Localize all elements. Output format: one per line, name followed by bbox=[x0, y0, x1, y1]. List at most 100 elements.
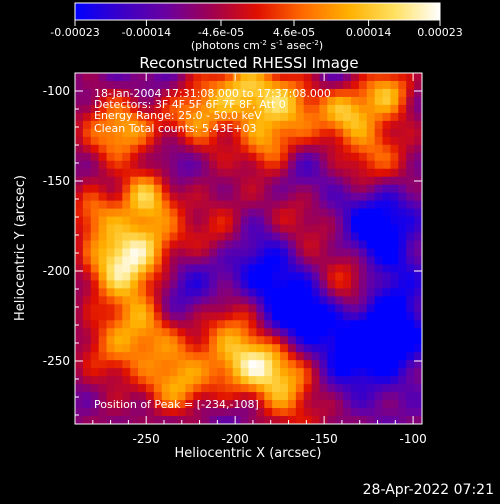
heatmap-cell bbox=[106, 296, 116, 305]
heatmap-cell bbox=[280, 128, 289, 138]
heatmap-cell bbox=[169, 104, 179, 114]
heatmap-cell bbox=[209, 168, 218, 178]
heatmap-cell bbox=[122, 264, 131, 274]
heatmap-cell bbox=[130, 208, 139, 218]
heatmap-cell bbox=[303, 184, 313, 194]
heatmap-cell bbox=[209, 208, 218, 218]
heatmap-cell bbox=[153, 288, 163, 297]
heatmap-cell bbox=[390, 88, 399, 98]
heatmap-cell bbox=[295, 248, 305, 258]
heatmap-cell bbox=[248, 272, 257, 282]
heatmap-cell bbox=[145, 360, 155, 369]
heatmap-cell bbox=[264, 136, 273, 146]
heatmap-cell bbox=[303, 256, 313, 266]
heatmap-cell bbox=[122, 312, 131, 321]
heatmap-cell bbox=[287, 320, 297, 329]
heatmap-cell bbox=[398, 200, 407, 210]
heatmap-cell bbox=[90, 88, 100, 98]
heatmap-cell bbox=[82, 168, 92, 178]
heatmap-cell bbox=[193, 168, 202, 178]
heatmap-cell bbox=[390, 176, 399, 186]
heatmap-cell bbox=[75, 312, 84, 321]
heatmap-cell bbox=[327, 312, 336, 321]
heatmap-cell bbox=[280, 88, 289, 98]
heatmap-cell bbox=[82, 368, 92, 377]
heatmap-cell bbox=[390, 160, 399, 170]
heatmap-cell bbox=[256, 200, 265, 210]
heatmap-cell bbox=[295, 280, 305, 289]
heatmap-cell bbox=[248, 208, 257, 218]
heatmap-cell bbox=[161, 168, 171, 178]
heatmap-cell bbox=[358, 224, 368, 234]
heatmap-cell bbox=[256, 336, 265, 345]
heatmap-cell bbox=[201, 192, 210, 202]
heatmap-cell bbox=[311, 256, 321, 266]
heatmap-cell bbox=[232, 104, 242, 114]
heatmap-cell bbox=[153, 272, 163, 282]
heatmap-cell bbox=[272, 368, 281, 377]
heatmap-cell bbox=[374, 240, 384, 250]
heatmap-cell bbox=[335, 336, 344, 345]
heatmap-cell bbox=[161, 232, 171, 242]
heatmap-cell bbox=[327, 408, 336, 417]
heatmap-cell bbox=[130, 144, 139, 154]
heatmap-cell bbox=[224, 280, 234, 289]
heatmap-cell bbox=[193, 176, 202, 186]
heatmap-cell bbox=[169, 280, 179, 289]
heatmap-cell bbox=[145, 240, 155, 250]
heatmap-cell bbox=[177, 96, 187, 106]
heatmap-cell bbox=[90, 400, 100, 409]
heatmap-cell bbox=[406, 216, 415, 226]
heatmap-cell bbox=[335, 152, 344, 162]
heatmap-cell bbox=[224, 160, 234, 170]
heatmap-cell bbox=[145, 232, 155, 242]
heatmap-cell bbox=[358, 232, 368, 242]
heatmap-cell bbox=[193, 80, 202, 90]
heatmap-cell bbox=[248, 136, 257, 146]
heatmap-cell bbox=[303, 408, 313, 417]
heatmap-cell bbox=[256, 88, 265, 98]
heatmap-cell bbox=[130, 280, 139, 289]
heatmap-cell bbox=[82, 120, 92, 130]
heatmap-cell bbox=[382, 320, 392, 329]
heatmap-cell bbox=[256, 312, 265, 321]
heatmap-cell bbox=[295, 216, 305, 226]
heatmap-cell bbox=[114, 264, 123, 274]
heatmap-cell bbox=[161, 240, 171, 250]
heatmap-cell bbox=[343, 408, 352, 417]
heatmap-cell bbox=[177, 168, 187, 178]
heatmap-cell bbox=[185, 248, 194, 258]
heatmap-cell bbox=[185, 200, 194, 210]
heatmap-cell bbox=[327, 328, 336, 337]
heatmap-cell bbox=[90, 256, 100, 266]
colorbar-tick-label: -4.6e-05 bbox=[198, 26, 244, 39]
heatmap-cell bbox=[161, 216, 171, 226]
heatmap-cell bbox=[153, 264, 163, 274]
heatmap-cell bbox=[311, 96, 321, 106]
heatmap-cell bbox=[98, 232, 108, 242]
heatmap-cell bbox=[280, 240, 289, 250]
heatmap-cell bbox=[319, 280, 328, 289]
heatmap-cell bbox=[177, 336, 187, 345]
heatmap-cell bbox=[264, 216, 273, 226]
heatmap-cell bbox=[287, 376, 297, 385]
heatmap-cell bbox=[153, 88, 163, 98]
heatmap-cell bbox=[351, 280, 360, 289]
heatmap-cell bbox=[414, 376, 422, 385]
heatmap-cell bbox=[209, 73, 218, 82]
heatmap-cell bbox=[224, 152, 234, 162]
heatmap-cell bbox=[398, 248, 407, 258]
heatmap-cell bbox=[311, 408, 321, 417]
heatmap-cell bbox=[335, 416, 344, 424]
heatmap-cell bbox=[414, 73, 422, 82]
heatmap-cell bbox=[406, 288, 415, 297]
heatmap-cell bbox=[216, 352, 226, 361]
heatmap-cell bbox=[232, 232, 242, 242]
heatmap-cell bbox=[319, 328, 328, 337]
heatmap-cell bbox=[366, 336, 376, 345]
heatmap-cell bbox=[240, 288, 250, 297]
heatmap-cell bbox=[193, 136, 202, 146]
heatmap-cell bbox=[224, 80, 234, 90]
heatmap-cell bbox=[343, 184, 352, 194]
heatmap-cell bbox=[358, 80, 368, 90]
